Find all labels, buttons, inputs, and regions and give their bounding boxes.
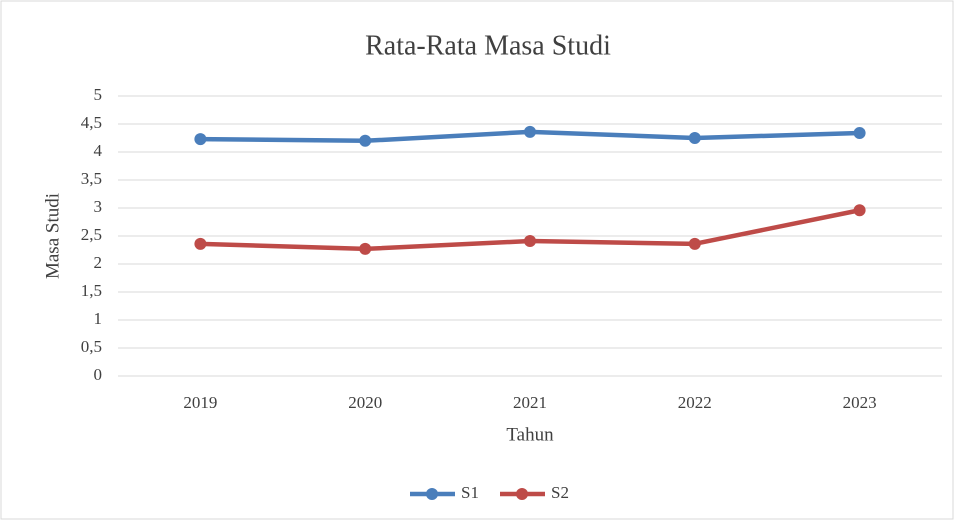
x-tick-label: 2023 [843, 393, 877, 412]
y-tick-label: 3 [94, 197, 103, 216]
data-point [359, 242, 372, 255]
data-point [853, 204, 866, 217]
chart-title: Rata-Rata Masa Studi [365, 30, 611, 61]
y-tick-label: 1,5 [81, 281, 102, 300]
y-tick-label: 0,5 [81, 337, 102, 356]
y-tick-label: 2 [94, 253, 103, 272]
data-point [194, 237, 207, 250]
data-point [359, 134, 372, 147]
x-tick-label: 2021 [513, 393, 547, 412]
legend-swatch-marker [426, 488, 438, 500]
data-point [688, 237, 701, 250]
y-tick-label: 4 [94, 141, 103, 160]
x-tick-label: 2019 [183, 393, 217, 412]
y-tick-label: 0 [94, 365, 103, 384]
x-tick-label: 2020 [348, 393, 382, 412]
y-axis-title: Masa Studi [42, 193, 63, 279]
data-point [688, 132, 701, 144]
legend-label: S1 [461, 483, 479, 502]
y-tick-label: 4,5 [81, 113, 102, 132]
x-axis-title: Tahun [506, 424, 554, 445]
data-point [524, 235, 536, 248]
x-tick-label: 2022 [678, 393, 712, 412]
data-point [853, 126, 866, 139]
y-tick-label: 2,5 [81, 225, 102, 244]
data-point [194, 133, 207, 146]
data-point [524, 125, 536, 138]
y-tick-label: 5 [94, 85, 103, 104]
legend-swatch-marker [516, 488, 528, 500]
y-tick-label: 1 [94, 309, 103, 328]
y-tick-label: 3,5 [81, 169, 102, 188]
legend-label: S2 [551, 483, 569, 502]
